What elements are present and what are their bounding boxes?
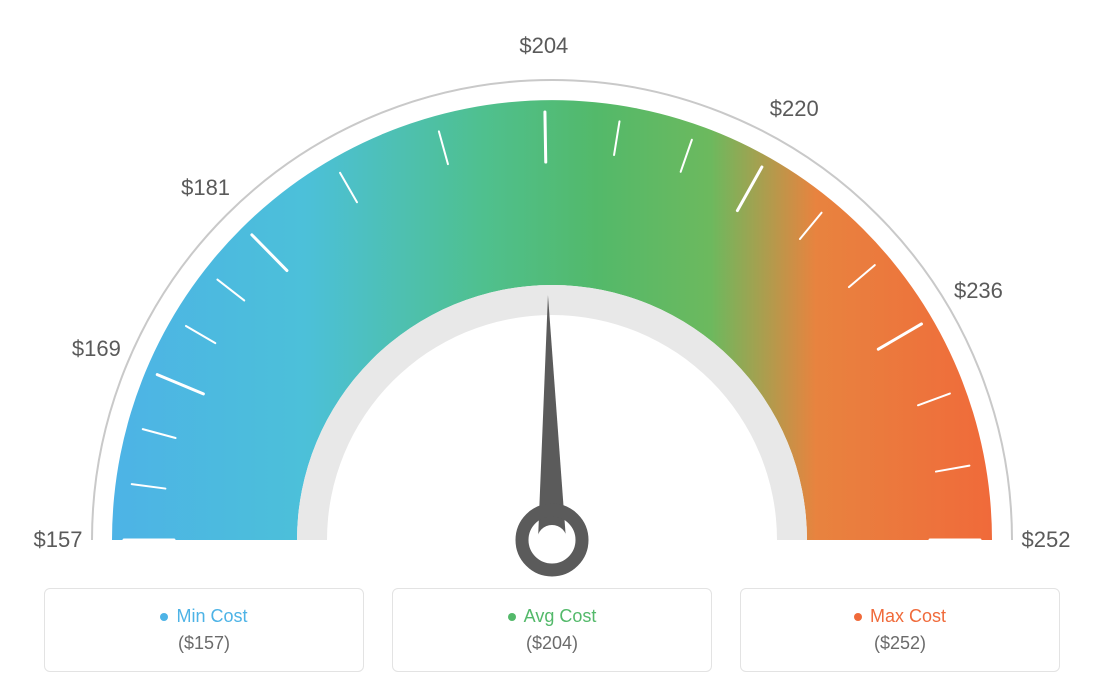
legend-card-max: Max Cost ($252) — [740, 588, 1060, 672]
gauge-tick-label: $169 — [72, 336, 121, 362]
legend-card-avg: Avg Cost ($204) — [392, 588, 712, 672]
gauge-chart: $157$169$181$204$220$236$252 — [52, 20, 1052, 580]
gauge-svg — [52, 20, 1052, 580]
legend-row: Min Cost ($157) Avg Cost ($204) Max Cost… — [0, 588, 1104, 672]
legend-dot-min — [160, 613, 168, 621]
legend-dot-max — [854, 613, 862, 621]
legend-card-min: Min Cost ($157) — [44, 588, 364, 672]
legend-min-label: Min Cost — [176, 606, 247, 627]
legend-min-value: ($157) — [178, 633, 230, 654]
legend-avg-value: ($204) — [526, 633, 578, 654]
gauge-tick-label: $252 — [1022, 527, 1071, 553]
gauge-tick-label: $204 — [519, 33, 568, 59]
legend-min-top: Min Cost — [160, 606, 247, 627]
gauge-tick-label: $236 — [954, 278, 1003, 304]
legend-dot-avg — [508, 613, 516, 621]
legend-avg-top: Avg Cost — [508, 606, 597, 627]
gauge-tick-label: $157 — [34, 527, 83, 553]
legend-max-top: Max Cost — [854, 606, 946, 627]
gauge-tick-label: $220 — [770, 96, 819, 122]
legend-max-value: ($252) — [874, 633, 926, 654]
legend-max-label: Max Cost — [870, 606, 946, 627]
legend-avg-label: Avg Cost — [524, 606, 597, 627]
gauge-tick-label: $181 — [181, 175, 230, 201]
